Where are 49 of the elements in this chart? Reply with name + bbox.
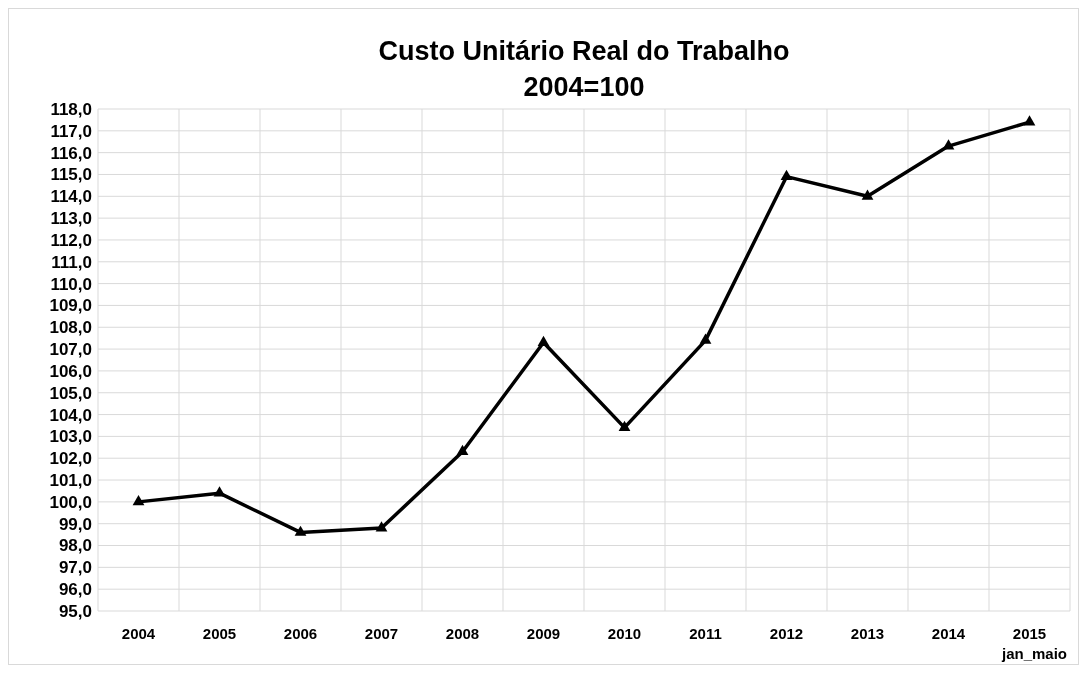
y-tick-label: 100,0 — [49, 492, 92, 512]
y-tick-label: 104,0 — [49, 405, 92, 425]
x-tick-label: 2015 — [1012, 625, 1047, 642]
chart-subtitle: 2004=100 — [523, 72, 645, 102]
y-tick-label: 117,0 — [50, 121, 92, 141]
y-tick-label: 115,0 — [50, 165, 92, 185]
y-tick-label: 103,0 — [49, 427, 92, 447]
x-tick-label: 2011 — [689, 625, 722, 642]
y-tick-label: 112,0 — [50, 230, 92, 250]
x-tick-label: 2008 — [445, 625, 480, 642]
point — [861, 189, 874, 200]
x-tick-label: 2012 — [769, 625, 804, 642]
x-tick-label: 2006 — [283, 625, 318, 642]
point — [1023, 115, 1036, 126]
point — [375, 521, 388, 532]
point — [618, 420, 631, 432]
chart-title: Custo Unitário Real do Trabalho — [378, 36, 790, 66]
y-tick-label: 101,0 — [49, 470, 92, 490]
y-tick-label: 98,0 — [58, 536, 92, 556]
text: jan_maio — [1000, 645, 1067, 662]
y-tick-label: 114,0 — [50, 187, 92, 207]
point — [456, 444, 469, 456]
x-tick-label: 2007 — [364, 625, 399, 642]
y-tick-label: 111,0 — [51, 252, 92, 272]
y-tick-label: 105,0 — [49, 383, 92, 403]
y-tick-label: 109,0 — [49, 296, 92, 316]
point — [537, 335, 550, 346]
x-tick-label: 2005 — [202, 625, 237, 642]
y-tick-label: 99,0 — [58, 514, 92, 534]
y-tick-label: 118,0 — [50, 99, 92, 119]
x-tick-label: 2004 — [121, 625, 156, 642]
y-tick-label: 95,0 — [58, 601, 92, 621]
point — [780, 169, 793, 181]
point — [294, 525, 307, 536]
y-tick-label: 102,0 — [49, 449, 92, 469]
y-tick-label: 113,0 — [50, 209, 92, 229]
y-tick-label: 116,0 — [50, 143, 92, 163]
x-tick-label: 2013 — [850, 625, 885, 642]
y-tick-label: 96,0 — [58, 580, 92, 600]
x-tick-label: 2010 — [607, 625, 642, 642]
point — [132, 495, 145, 506]
x-tick-label: 2014 — [931, 625, 966, 642]
point — [699, 333, 712, 344]
y-tick-label: 110,0 — [50, 274, 92, 294]
y-tick-label: 106,0 — [49, 361, 92, 381]
y-tick-label: 108,0 — [49, 318, 92, 338]
y-tick-label: 97,0 — [58, 558, 92, 578]
x-tick-label: 2009 — [526, 625, 561, 642]
y-tick-label: 107,0 — [49, 340, 92, 360]
